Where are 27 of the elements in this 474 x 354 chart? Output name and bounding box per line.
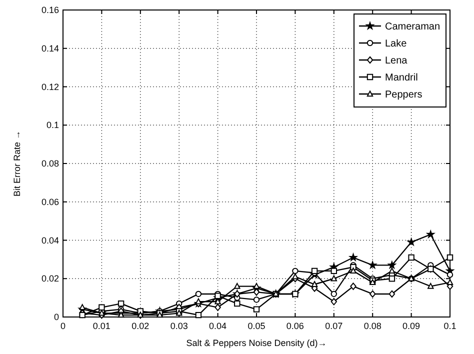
y-tick-label: 0.1 — [46, 120, 59, 130]
x-tick-label: 0.04 — [209, 321, 227, 331]
legend-label: Lake — [385, 38, 408, 50]
y-tick-label: 0.16 — [41, 5, 59, 15]
x-tick-label: 0 — [60, 321, 66, 331]
x-tick-label: 0.09 — [402, 321, 420, 331]
y-tick-label: 0.12 — [41, 82, 59, 92]
y-tick-label: 0 — [54, 312, 59, 322]
x-tick-label: 0.08 — [364, 321, 382, 331]
y-axis-title: Bit Error Rate → — [12, 130, 22, 197]
x-tick-label: 0.02 — [132, 321, 150, 331]
x-tick-label: 0.07 — [325, 321, 343, 331]
y-tick-label: 0.14 — [41, 43, 59, 54]
x-axis-title: Salt & Peppers Noise Density (d)→ — [186, 338, 327, 348]
legend-label: Mandril — [385, 72, 418, 84]
legend-label: Cameraman — [385, 22, 440, 32]
y-tick-label: 0.02 — [41, 274, 59, 284]
x-tick-label: 0.06 — [286, 321, 304, 331]
legend-label: Peppers — [385, 90, 422, 100]
x-tick-label: 0.05 — [248, 321, 266, 331]
y-tick-label: 0.06 — [41, 196, 59, 207]
x-tick-label: 0.01 — [92, 321, 110, 331]
y-tick-label: 0.04 — [41, 235, 59, 246]
y-tick-label: 0.08 — [41, 158, 59, 168]
x-tick-label: 0.1 — [444, 321, 456, 331]
x-tick-label: 0.03 — [170, 321, 188, 331]
legend-label: Lena — [385, 56, 408, 66]
